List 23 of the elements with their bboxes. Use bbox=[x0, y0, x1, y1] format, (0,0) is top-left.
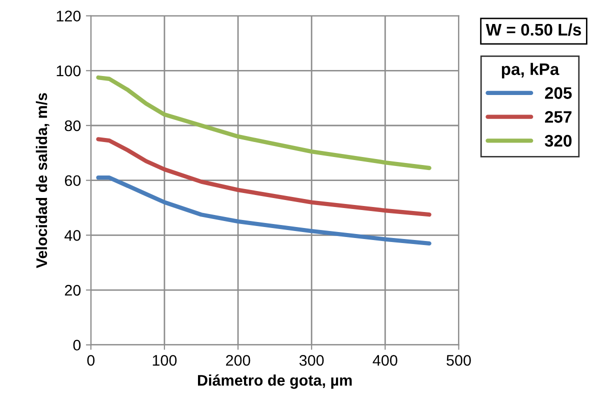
line-series bbox=[96, 176, 432, 246]
y-tick-label: 60 bbox=[64, 175, 81, 186]
legend-label: 257 bbox=[544, 111, 572, 123]
x-tick-label: 300 bbox=[299, 354, 324, 366]
x-tick-label: 200 bbox=[226, 354, 250, 366]
legend-label: 320 bbox=[544, 134, 572, 147]
x-tick-label: 0 bbox=[87, 354, 95, 366]
y-tick-label: 20 bbox=[64, 284, 81, 296]
legend-label: 205 bbox=[544, 87, 572, 99]
x-tick-label: 400 bbox=[372, 354, 398, 366]
x-tick-label: 100 bbox=[152, 354, 177, 366]
y-axis-title: Velocidad de salida, m/s bbox=[36, 93, 50, 268]
y-tick-label: 100 bbox=[56, 66, 81, 76]
legend-title: pa, kPa bbox=[502, 62, 560, 78]
y-tick-label: 80 bbox=[64, 120, 81, 132]
y-tick-label: 0 bbox=[73, 340, 81, 351]
x-axis-title: Diámetro de gota, µm bbox=[198, 374, 352, 389]
y-tick-label: 40 bbox=[64, 230, 81, 241]
line-series bbox=[96, 137, 432, 217]
text: W = 0.50 L/s bbox=[486, 23, 582, 36]
line-series bbox=[96, 75, 432, 170]
x-tick-label: 500 bbox=[446, 354, 471, 366]
y-tick-label: 120 bbox=[56, 10, 81, 22]
